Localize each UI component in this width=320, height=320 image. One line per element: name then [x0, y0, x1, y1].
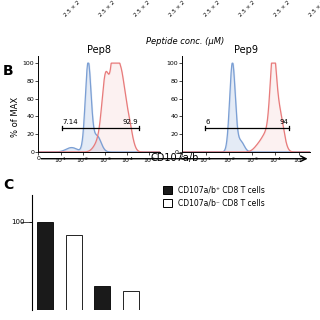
- Text: B: B: [3, 64, 14, 78]
- Bar: [66, 235, 82, 310]
- Text: 94: 94: [279, 119, 288, 125]
- Text: 2.5 × 2: 2.5 × 2: [273, 0, 291, 18]
- Text: 2.5 × 2: 2.5 × 2: [133, 0, 151, 18]
- Legend: CD107a/b⁺ CD8 T cells, CD107a/b⁻ CD8 T cells: CD107a/b⁺ CD8 T cells, CD107a/b⁻ CD8 T c…: [160, 182, 268, 210]
- Text: 92.9: 92.9: [122, 119, 138, 125]
- Text: 2.5 × 2: 2.5 × 2: [238, 0, 256, 18]
- Text: 2.5 × 2: 2.5 × 2: [203, 0, 221, 18]
- Text: % of MAX: % of MAX: [12, 97, 20, 137]
- Text: Peptide conc. (μM): Peptide conc. (μM): [147, 37, 225, 46]
- Text: 2.5 × 2: 2.5 × 2: [63, 0, 81, 18]
- Bar: [37, 222, 53, 310]
- Bar: [94, 285, 110, 310]
- Text: 2.5 × 2: 2.5 × 2: [308, 0, 320, 18]
- Bar: [123, 291, 139, 310]
- Text: 6: 6: [206, 119, 210, 125]
- Text: CD107a/b: CD107a/b: [150, 153, 199, 163]
- Text: 7.14: 7.14: [63, 119, 78, 125]
- Text: 2.5 × 2: 2.5 × 2: [168, 0, 186, 18]
- Text: 2.5 × 2: 2.5 × 2: [98, 0, 116, 18]
- Title: Pep8: Pep8: [87, 45, 111, 55]
- Text: C: C: [3, 178, 13, 192]
- Title: Pep9: Pep9: [234, 45, 259, 55]
